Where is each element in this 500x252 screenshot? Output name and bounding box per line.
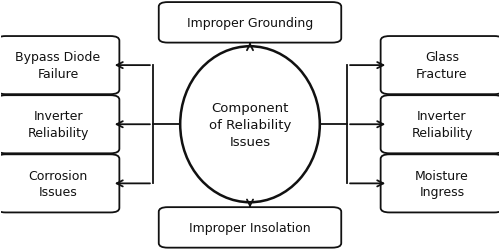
FancyBboxPatch shape (159, 207, 341, 248)
Text: Improper Grounding: Improper Grounding (187, 17, 313, 30)
FancyBboxPatch shape (0, 155, 120, 213)
FancyBboxPatch shape (0, 37, 120, 95)
Text: Glass
Fracture: Glass Fracture (416, 51, 468, 81)
Text: Moisture
Ingress: Moisture Ingress (415, 169, 469, 198)
FancyBboxPatch shape (380, 37, 500, 95)
Text: Inverter
Reliability: Inverter Reliability (28, 110, 88, 139)
Text: Improper Insolation: Improper Insolation (189, 221, 311, 234)
Text: Component
of Reliability
Issues: Component of Reliability Issues (209, 101, 291, 148)
FancyBboxPatch shape (159, 3, 341, 43)
Text: Bypass Diode
Failure: Bypass Diode Failure (16, 51, 100, 81)
Ellipse shape (180, 47, 320, 202)
FancyBboxPatch shape (0, 96, 120, 154)
FancyBboxPatch shape (380, 155, 500, 213)
Text: Corrosion
Issues: Corrosion Issues (28, 169, 88, 198)
FancyBboxPatch shape (380, 96, 500, 154)
Text: Inverter
Reliability: Inverter Reliability (412, 110, 472, 139)
